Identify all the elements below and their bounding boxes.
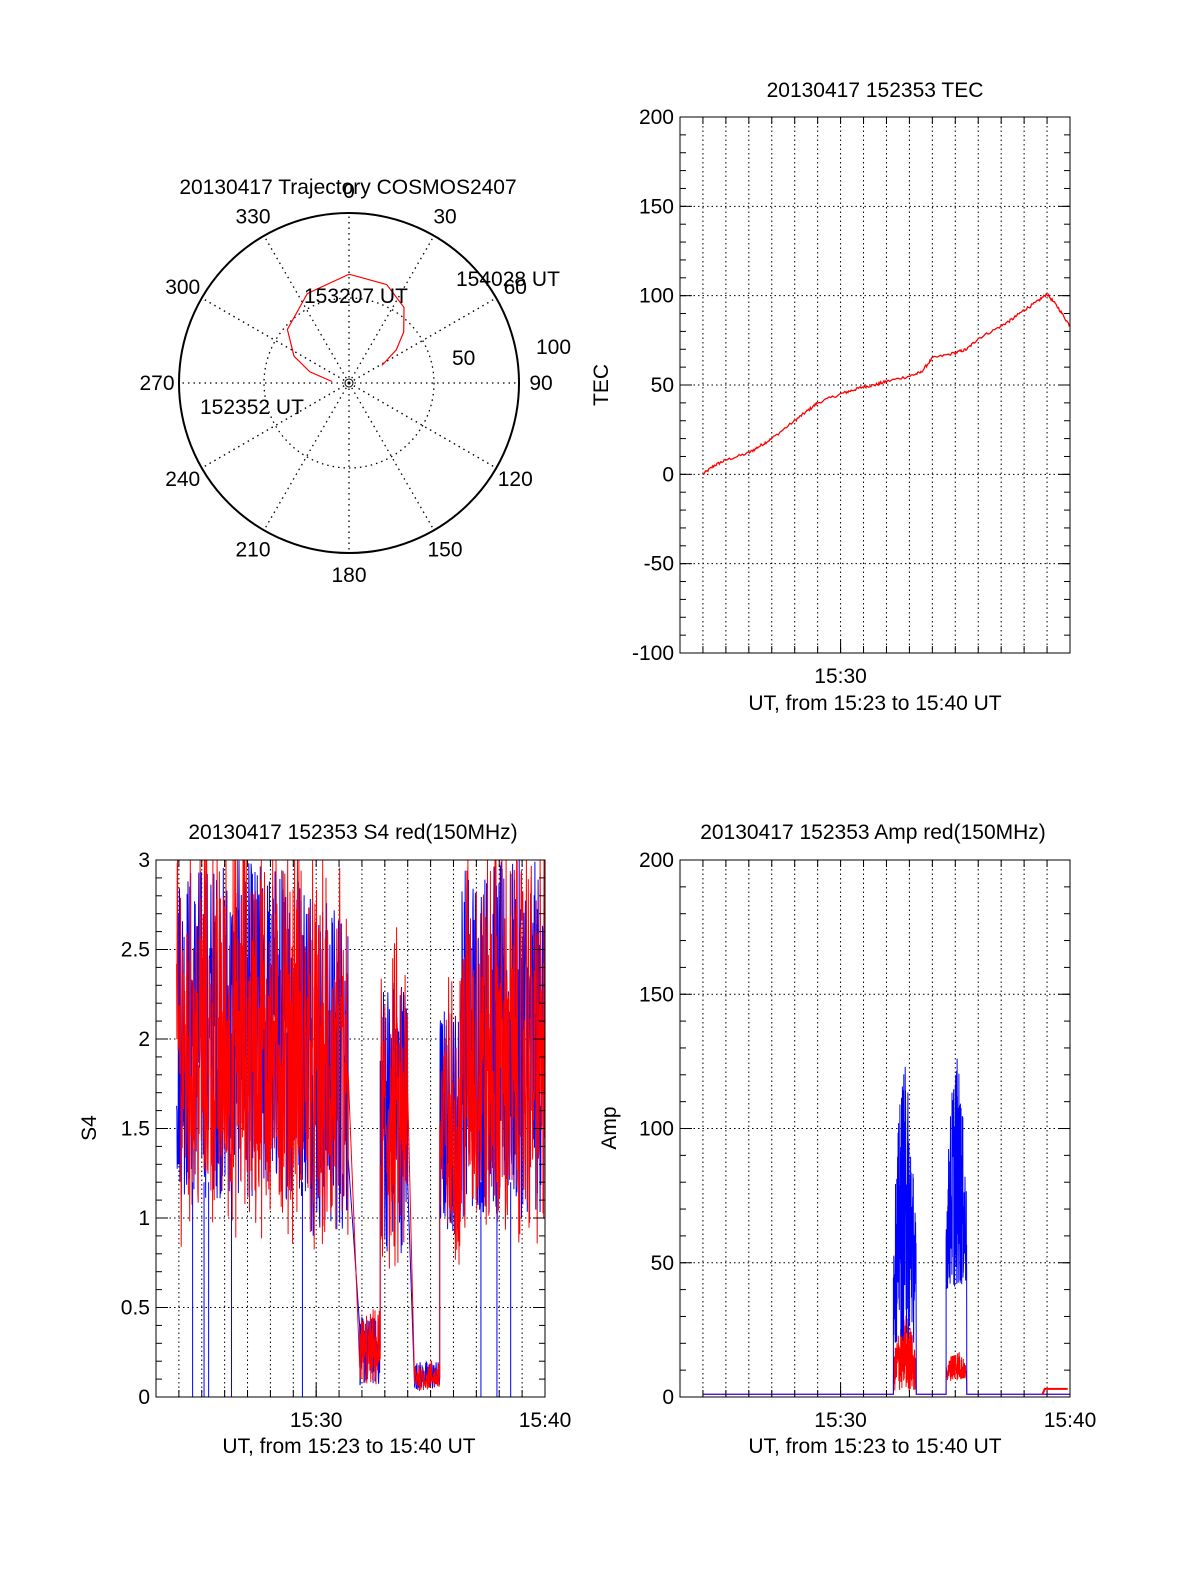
polar-azimuth-label: 60 [504, 276, 527, 299]
y-tick-label: 1 [138, 1207, 150, 1230]
y-tick-label: -100 [632, 642, 674, 665]
y-tick-label: 50 [651, 374, 674, 397]
y-tick-label: 200 [639, 106, 674, 129]
s4-axis: 0 0.5 1 1.5 2 2.5 3 15:30 15:40 [121, 849, 571, 1432]
s4-panel: 20130417 152353 S4 red(150MHz) 0 0.5 1 1.5 2… [78, 821, 571, 1458]
tec-series-line [702, 292, 1070, 476]
x-tick-label: 15:40 [1044, 1409, 1097, 1432]
s4-series [176, 859, 546, 1397]
polar-azimuth-label: 300 [165, 276, 200, 299]
polar-azimuth-label: 150 [427, 538, 462, 561]
amp-tail-red [1041, 1387, 1068, 1395]
y-tick-label: 2.5 [121, 939, 150, 962]
y-tick-label: 100 [639, 285, 674, 308]
s4-xlabel: UT, from 15:23 to 15:40 UT [222, 1435, 475, 1458]
tec-panel: 20130417 152353 TEC -100 -50 0 50 100 150 200 1… [590, 79, 1071, 715]
trajectory-label-end: 154028 UT [456, 268, 560, 291]
polar-azimuth-label: 210 [235, 538, 270, 561]
y-tick-label: 0 [662, 1386, 674, 1409]
polar-outer-ring [178, 212, 520, 554]
polar-inner-ring [263, 297, 435, 469]
tec-title: 20130417 152353 TEC [767, 79, 984, 102]
polar-spoke [348, 382, 435, 531]
y-tick-label: 0 [138, 1386, 150, 1409]
polar-labels: 0 30 60 90 120 150 180 210 240 270 300 330 50 100 [139, 180, 571, 587]
x-tick-label: 15:30 [814, 1409, 867, 1432]
amp-ylabel: Amp [598, 1106, 621, 1149]
s4-title: 20130417 152353 S4 red(150MHz) [188, 821, 517, 844]
amp-axis: 0 50 100 150 200 15:30 15:40 [639, 849, 1096, 1432]
y-tick-label: 0 [662, 463, 674, 486]
polar-azimuth-label: 330 [235, 206, 270, 229]
y-tick-label: 3 [138, 849, 150, 872]
polar-elevation-label: 50 [452, 347, 475, 370]
tec-frame [679, 116, 1071, 654]
x-tick-label: 15:30 [814, 665, 867, 688]
y-tick-label: 150 [639, 983, 674, 1006]
tec-grid [680, 117, 1070, 653]
tec-axis: -100 -50 0 50 100 150 200 15:30 [632, 106, 1070, 688]
s4-ylabel: S4 [78, 1115, 101, 1141]
s4-frame [155, 859, 546, 1398]
s4-series-red [176, 859, 546, 1392]
trajectory-label-start: 152352 UT [200, 396, 304, 419]
amp-series [702, 1058, 1070, 1395]
y-tick-label: 0.5 [121, 1297, 150, 1320]
amp-panel: 20130417 152353 Amp red(150MHz) 0 50 100 15… [598, 821, 1096, 1458]
y-tick-label: 2 [138, 1028, 150, 1051]
polar-center [344, 378, 354, 388]
polar-azimuth-label: 270 [139, 372, 174, 395]
polar-azimuth-label: 90 [529, 372, 552, 395]
trajectory-panel: 20130417 Trajectory COSMOS2407 0 30 60 90 12… [139, 176, 571, 587]
polar-elevation-label: 100 [536, 336, 571, 359]
polar-azimuth-label: 240 [165, 468, 200, 491]
polar-spoke [201, 382, 350, 469]
polar-spoke [348, 297, 497, 384]
amp-frame [679, 859, 1071, 1398]
amp-series-red [702, 1314, 1070, 1395]
y-tick-label: -50 [644, 553, 674, 576]
y-tick-label: 200 [639, 849, 674, 872]
trajectory-label-mid: 153207 UT [304, 285, 408, 308]
polar-azimuth-label: 180 [331, 564, 366, 587]
tec-ylabel: TEC [590, 364, 613, 406]
polar-azimuth-label: 0 [343, 180, 355, 203]
polar-azimuth-label: 30 [433, 206, 456, 229]
y-tick-label: 1.5 [121, 1118, 150, 1141]
polar-spoke [263, 235, 350, 384]
y-tick-label: 50 [651, 1252, 674, 1275]
tec-xlabel: UT, from 15:23 to 15:40 UT [748, 692, 1001, 715]
amp-series-blue [702, 1058, 1070, 1395]
polar-spoke [201, 297, 350, 384]
amp-title: 20130417 152353 Amp red(150MHz) [700, 821, 1046, 844]
polar-spoke [263, 382, 350, 531]
x-tick-label: 15:30 [290, 1409, 343, 1432]
polar-grid [178, 212, 520, 554]
polar-azimuth-label: 120 [498, 468, 533, 491]
polar-spoke [348, 235, 435, 384]
amp-grid [680, 860, 1070, 1397]
y-tick-label: 100 [639, 1118, 674, 1141]
trajectory-title: 20130417 Trajectory COSMOS2407 [179, 176, 516, 199]
trajectory-line [286, 273, 405, 383]
polar-spoke [348, 382, 497, 469]
y-tick-label: 150 [639, 195, 674, 218]
x-tick-label: 15:40 [519, 1409, 572, 1432]
amp-xlabel: UT, from 15:23 to 15:40 UT [748, 1435, 1001, 1458]
